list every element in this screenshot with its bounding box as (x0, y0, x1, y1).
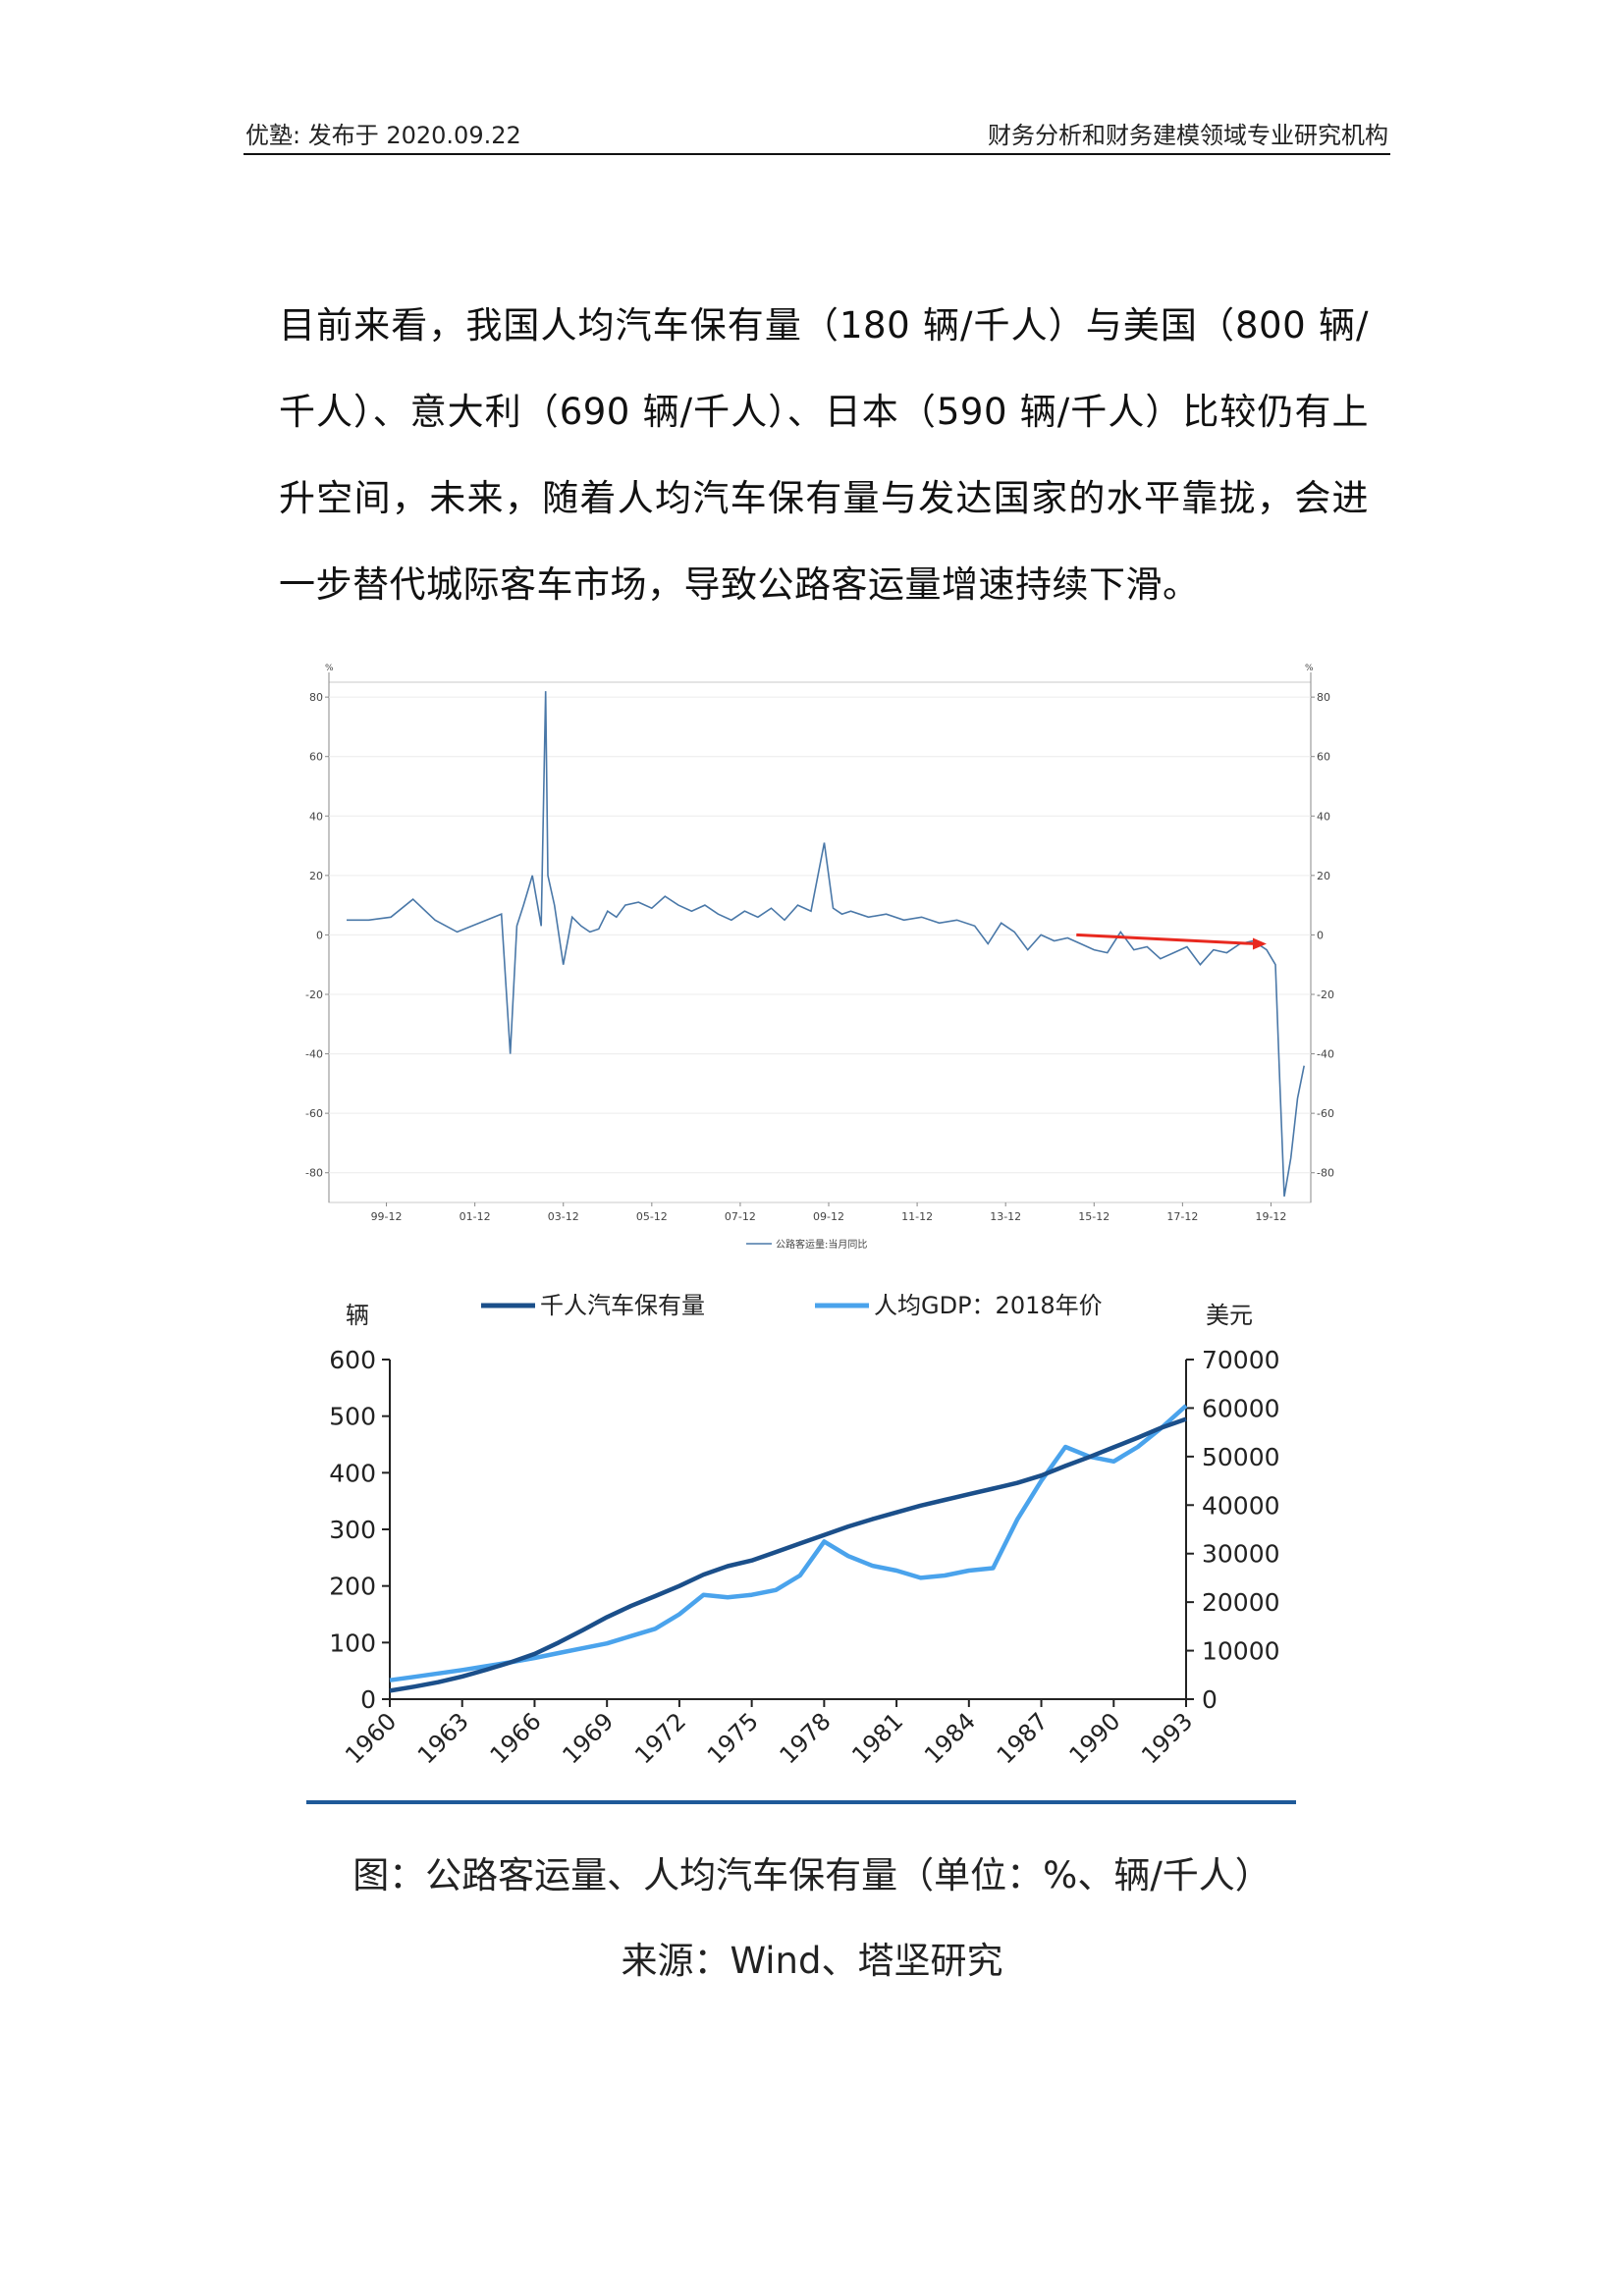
y-tick-label-left: 0 (360, 1685, 376, 1714)
y-tick-label-right: 10000 (1202, 1637, 1280, 1666)
y-tick-label-left: -40 (305, 1048, 323, 1061)
y-tick-label-right: 60000 (1202, 1394, 1280, 1422)
header-right-text: 财务分析和财务建模领域专业研究机构 (988, 122, 1388, 149)
plot-frame (328, 681, 1312, 1203)
y-tick-label-right: -40 (1317, 1048, 1334, 1061)
x-tick-label: 07-12 (725, 1210, 756, 1223)
y-tick-label-left: 200 (329, 1573, 376, 1601)
y-tick-label-left: 20 (309, 870, 323, 882)
y-tick-label-left: 300 (329, 1516, 376, 1544)
x-tick-label: 09-12 (813, 1210, 844, 1223)
y-tick-label-left: 60 (309, 751, 323, 764)
y-tick-label-right: 40000 (1202, 1491, 1280, 1520)
x-tick-label: 1969 (557, 1707, 619, 1769)
y-tick-label-right: 30000 (1202, 1540, 1280, 1569)
y-tick-label-right: 80 (1317, 691, 1330, 704)
y-tick-label-left: -20 (305, 988, 323, 1001)
x-tick-label: 1993 (1136, 1707, 1198, 1769)
figure-source: 来源：Wind、塔坚研究 (621, 1940, 1003, 1982)
x-tick-label: 15-12 (1078, 1210, 1110, 1223)
x-tick-label: 1960 (340, 1707, 402, 1769)
y-tick-label-left: 500 (329, 1403, 376, 1431)
y-tick-label-right: -20 (1317, 988, 1334, 1001)
y-tick-label-right: 20000 (1202, 1588, 1280, 1617)
x-tick-label: 1987 (992, 1707, 1054, 1769)
x-tick-label: 11-12 (901, 1210, 933, 1223)
y-tick-label-right: -60 (1317, 1107, 1334, 1120)
y-tick-label-left: 40 (309, 810, 323, 823)
left-unit-label: 辆 (346, 1302, 369, 1329)
x-tick-label: 1975 (702, 1707, 764, 1769)
series-line-gdp-per-capita (389, 1404, 1188, 1682)
y-tick-label-left: 80 (309, 691, 323, 704)
y-tick-label-left: 400 (329, 1459, 376, 1487)
y-tick-label-left: 600 (329, 1346, 376, 1374)
chart-bottom-rule (306, 1800, 1296, 1804)
y-tick-label-right: 0 (1202, 1685, 1218, 1714)
y-tick-label-left: 0 (316, 929, 323, 941)
right-unit-label: % (1305, 664, 1314, 673)
left-unit-label: % (325, 664, 334, 673)
legend-label-gdp: 人均GDP：2018年价 (874, 1292, 1103, 1319)
header-left-text: 优塾: 发布于 2020.09.22 (245, 122, 521, 149)
x-tick-label: 17-12 (1166, 1210, 1198, 1223)
legend-label: 公路客运量:当月同比 (776, 1238, 867, 1251)
trend-arrow-head (1252, 937, 1267, 950)
y-tick-label-right: 20 (1317, 870, 1330, 882)
x-tick-label: 03-12 (548, 1210, 579, 1223)
x-tick-label: 1963 (412, 1707, 474, 1769)
x-tick-label: 1981 (846, 1707, 908, 1769)
y-tick-label-right: 40 (1317, 810, 1330, 823)
y-tick-label-right: 60 (1317, 751, 1330, 764)
y-tick-label-right: 70000 (1202, 1346, 1280, 1374)
x-tick-label: 19-12 (1255, 1210, 1286, 1223)
x-tick-label: 13-12 (990, 1210, 1021, 1223)
x-tick-label: 01-12 (460, 1210, 491, 1223)
y-tick-label-left: -60 (305, 1107, 323, 1120)
x-tick-label: 1978 (775, 1707, 837, 1769)
y-tick-label-left: 100 (329, 1629, 376, 1657)
chart-passenger-volume: % % 80 80 60 60 40 40 20 20 0 0 -20 -20 -40 -40 -60 -60 -8… (305, 664, 1334, 1251)
y-tick-label-right: 50000 (1202, 1443, 1280, 1471)
series-line-passenger-yoy (347, 691, 1305, 1198)
right-unit-label: 美元 (1206, 1302, 1253, 1329)
body-paragraph: 目前来看，我国人均汽车保有量（180 辆/千人）与美国（800 辆/千人）、意大… (279, 304, 1369, 606)
chart-car-ownership-gdp: 辆 美元 600 500 400 300 200 100 0 70000 60000 50000 400… (329, 1292, 1280, 1769)
x-tick-label: 1990 (1064, 1707, 1126, 1769)
x-tick-label: 05-12 (636, 1210, 668, 1223)
x-tick-label: 1966 (485, 1707, 547, 1769)
series-line-cars-per-thousand (389, 1416, 1187, 1693)
header-divider (244, 153, 1390, 155)
trend-arrow-shaft (1076, 933, 1258, 946)
legend-label-cars: 千人汽车保有量 (540, 1292, 705, 1319)
y-tick-label-right: 0 (1317, 929, 1324, 941)
x-tick-label: 1972 (629, 1707, 691, 1769)
y-tick-label-right: -80 (1317, 1167, 1334, 1180)
x-tick-label: 99-12 (371, 1210, 403, 1223)
y-tick-label-left: -80 (305, 1167, 323, 1180)
x-tick-label: 1984 (919, 1707, 981, 1769)
figure-caption: 图：公路客运量、人均汽车保有量（单位：%、辆/千人） (352, 1854, 1272, 1896)
